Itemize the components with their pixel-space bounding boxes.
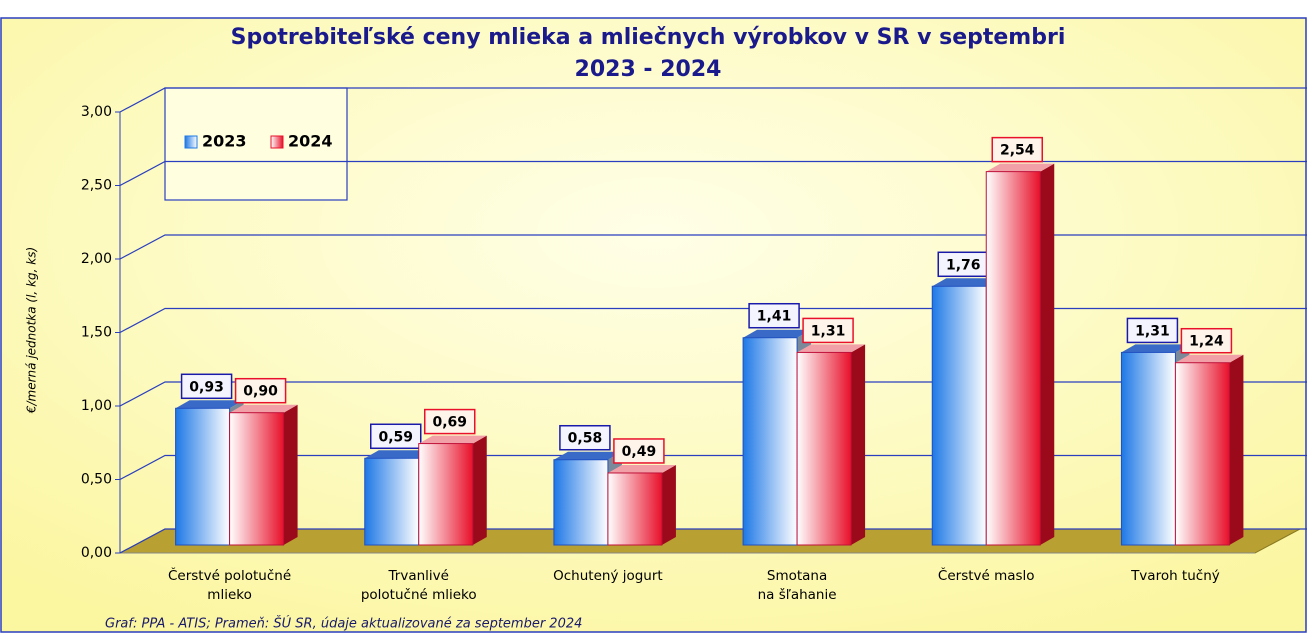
y-tick-label: 1,50 [81,325,112,341]
bar [742,337,798,546]
value-label-box [613,438,665,464]
bar [553,459,609,546]
x-tick-label: mlieko [207,587,252,603]
value-label: 1,31 [1135,323,1170,339]
bar-top [743,329,812,338]
value-label: 1,24 [1189,334,1224,350]
y-tick-label: 2,50 [81,178,112,194]
grid-line [119,234,1307,260]
bar [931,285,987,546]
x-tick-label: Čerstvé maslo [938,566,1035,584]
bar-side [283,404,298,545]
value-label: 0,58 [568,431,603,447]
y-tick-label: 0,50 [81,472,112,488]
bar-side [1229,354,1244,545]
bar [607,472,663,546]
value-label: 0,90 [243,384,278,400]
bar [175,407,231,546]
value-label: 2,54 [1000,143,1035,159]
value-label-box [370,423,422,450]
y-tick-label: 3,00 [81,104,112,120]
y-axis-label: €/merná jednotka (l, kg, ks) [25,247,39,414]
value-label: 0,59 [378,429,413,445]
value-label: 1,41 [757,309,792,325]
value-label-box [180,373,233,400]
value-label-box [559,424,611,451]
legend-label: 2024 [288,132,333,151]
value-label-box [1180,327,1233,354]
x-tick-label: na šľahanie [758,587,837,603]
source-note: Graf: PPA - ATIS; Prameň: ŠÚ SR, údaje a… [105,616,582,632]
y-tick-label: 1,00 [81,398,112,414]
chart-subtitle: 2023 - 2024 [575,57,722,82]
bar-top [607,464,676,473]
bar-top [932,278,1001,287]
bar [229,412,285,546]
legend-label: 2023 [202,132,247,151]
bar [1174,362,1230,546]
grid-line [119,87,1307,113]
value-label: 1,76 [946,257,981,273]
bar [1120,351,1176,546]
bar-top [986,163,1055,172]
bar-side [1040,163,1055,545]
bar [418,443,474,546]
value-label-box [1126,317,1179,344]
bar-top [797,344,866,353]
bar-top [418,435,487,444]
value-label: 0,69 [432,415,467,431]
bar-top [364,450,433,459]
bar-side [851,344,866,545]
bar-side [661,464,676,545]
legend-swatch [184,135,198,149]
x-tick-label: Ochutený jogurt [553,568,663,584]
value-label-box [748,302,800,329]
bar [985,171,1041,546]
value-label-box [991,136,1043,163]
y-tick-label: 2,00 [81,251,112,267]
x-tick-label: Smotana [767,568,827,584]
bar-top [553,451,622,460]
value-label: 0,49 [622,444,657,460]
x-tick-label: Čerstvé polotučné [168,566,291,584]
value-label-box [424,408,476,435]
bar-top [1175,354,1244,363]
x-tick-label: Trvanlivé [388,568,449,584]
y-tick-label: 0,00 [81,545,112,561]
bar-top [229,404,298,413]
bar-top [1121,344,1190,353]
value-label-box [234,377,287,404]
bar [364,457,420,546]
legend-swatch [270,135,284,149]
value-label: 0,93 [189,379,224,395]
bar-top [175,400,244,409]
x-tick-label: polotučné mlieko [361,587,477,603]
grid-line [119,160,1307,187]
value-label: 1,31 [811,323,846,339]
bar [796,351,852,546]
bar-side [472,435,487,545]
value-label-box [802,317,854,344]
chart-title: Spotrebiteľské ceny mlieka a mliečnych v… [231,25,1066,50]
x-tick-label: Tvaroh tučný [1130,568,1220,584]
